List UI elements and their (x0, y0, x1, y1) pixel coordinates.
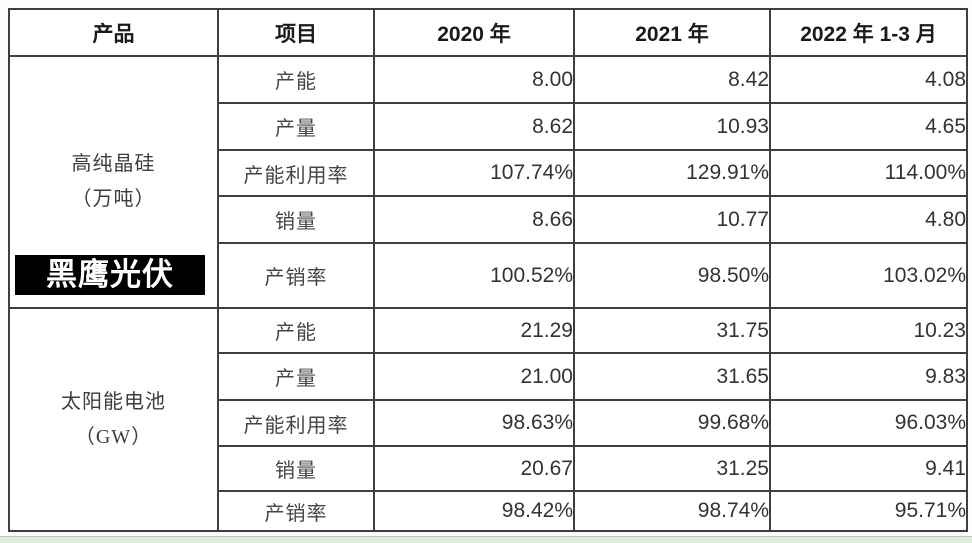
table-row: 产销率 98.42% 98.74% 95.71% (9, 490, 968, 532)
value-cell: 129.91% (573, 149, 771, 197)
item-label: 产能 (217, 307, 375, 354)
value-cell: 98.50% (573, 242, 771, 309)
value-cell: 100.52% (373, 242, 575, 309)
value-cell: 99.68% (573, 399, 771, 447)
value-cell: 4.08 (769, 55, 968, 104)
header-cell-2022q1: 2022 年 1-3 月 (769, 8, 968, 57)
value-cell: 31.65 (573, 352, 771, 401)
item-label: 产能利用率 (217, 399, 375, 447)
value-cell: 9.83 (769, 352, 968, 401)
item-label: 产销率 (217, 490, 375, 532)
value-cell: 107.74% (373, 149, 575, 197)
value-cell: 103.02% (769, 242, 968, 309)
item-label: 产量 (217, 352, 375, 401)
table-row: 产量 8.62 10.93 4.65 (9, 102, 968, 151)
production-data-table: 产品 项目 2020 年 2021 年 2022 年 1-3 月 高纯晶硅 （万… (8, 8, 968, 532)
value-cell: 31.75 (573, 307, 771, 354)
value-cell: 21.00 (373, 352, 575, 401)
table-row: 产能利用率 107.74% 129.91% 114.00% (9, 149, 968, 197)
header-cell-item: 项目 (217, 8, 375, 57)
table-row: 销量 8.66 10.77 4.80 (9, 195, 968, 244)
product-cell-solar-cell: 太阳能电池 （GW） (8, 307, 219, 532)
value-cell: 10.23 (769, 307, 968, 354)
value-cell: 31.25 (573, 445, 771, 492)
value-cell: 98.63% (373, 399, 575, 447)
value-cell: 8.00 (373, 55, 575, 104)
item-label: 产量 (217, 102, 375, 151)
table-row: 高纯晶硅 （万吨） 产能 8.00 8.42 4.08 (8, 55, 968, 309)
value-cell: 20.67 (373, 445, 575, 492)
product-unit: （万吨） (71, 188, 156, 210)
value-cell: 114.00% (769, 149, 968, 197)
value-cell: 95.71% (769, 490, 968, 532)
table-row: 产量 21.00 31.65 9.83 (9, 352, 968, 401)
value-cell: 10.93 (573, 102, 771, 151)
item-label: 产能利用率 (217, 149, 375, 197)
value-cell: 8.42 (573, 55, 771, 104)
value-cell: 4.65 (769, 102, 968, 151)
value-cell: 4.80 (769, 195, 968, 244)
table-row: 产销率 100.52% 98.50% 103.02% (9, 242, 968, 309)
value-cell: 96.03% (769, 399, 968, 447)
table-row: 产能利用率 98.63% 99.68% 96.03% (9, 399, 968, 447)
header-row: 产品 项目 2020 年 2021 年 2022 年 1-3 月 (8, 8, 968, 57)
product-name: 高纯晶硅 (71, 153, 156, 175)
product-unit: （GW） (74, 425, 153, 448)
bottom-edge-strip (0, 536, 972, 543)
header-cell-2020: 2020 年 (373, 8, 575, 57)
header-cell-2021: 2021 年 (573, 8, 771, 57)
item-label: 销量 (217, 195, 375, 244)
heiying-pv-logo-watermark: 黑鹰光伏 (15, 255, 205, 295)
item-label: 销量 (217, 445, 375, 492)
value-cell: 8.62 (373, 102, 575, 151)
value-cell: 98.42% (373, 490, 575, 532)
header-cell-product: 产品 (8, 8, 219, 57)
value-cell: 10.77 (573, 195, 771, 244)
value-cell: 21.29 (373, 307, 575, 354)
item-label: 产销率 (217, 242, 375, 309)
value-cell: 8.66 (373, 195, 575, 244)
product-name: 太阳能电池 (61, 390, 166, 413)
table-row: 太阳能电池 （GW） 产能 21.29 31.75 10.23 (8, 307, 968, 532)
value-cell: 9.41 (769, 445, 968, 492)
table-row: 销量 20.67 31.25 9.41 (9, 445, 968, 492)
value-cell: 98.74% (573, 490, 771, 532)
item-label: 产能 (217, 55, 375, 104)
